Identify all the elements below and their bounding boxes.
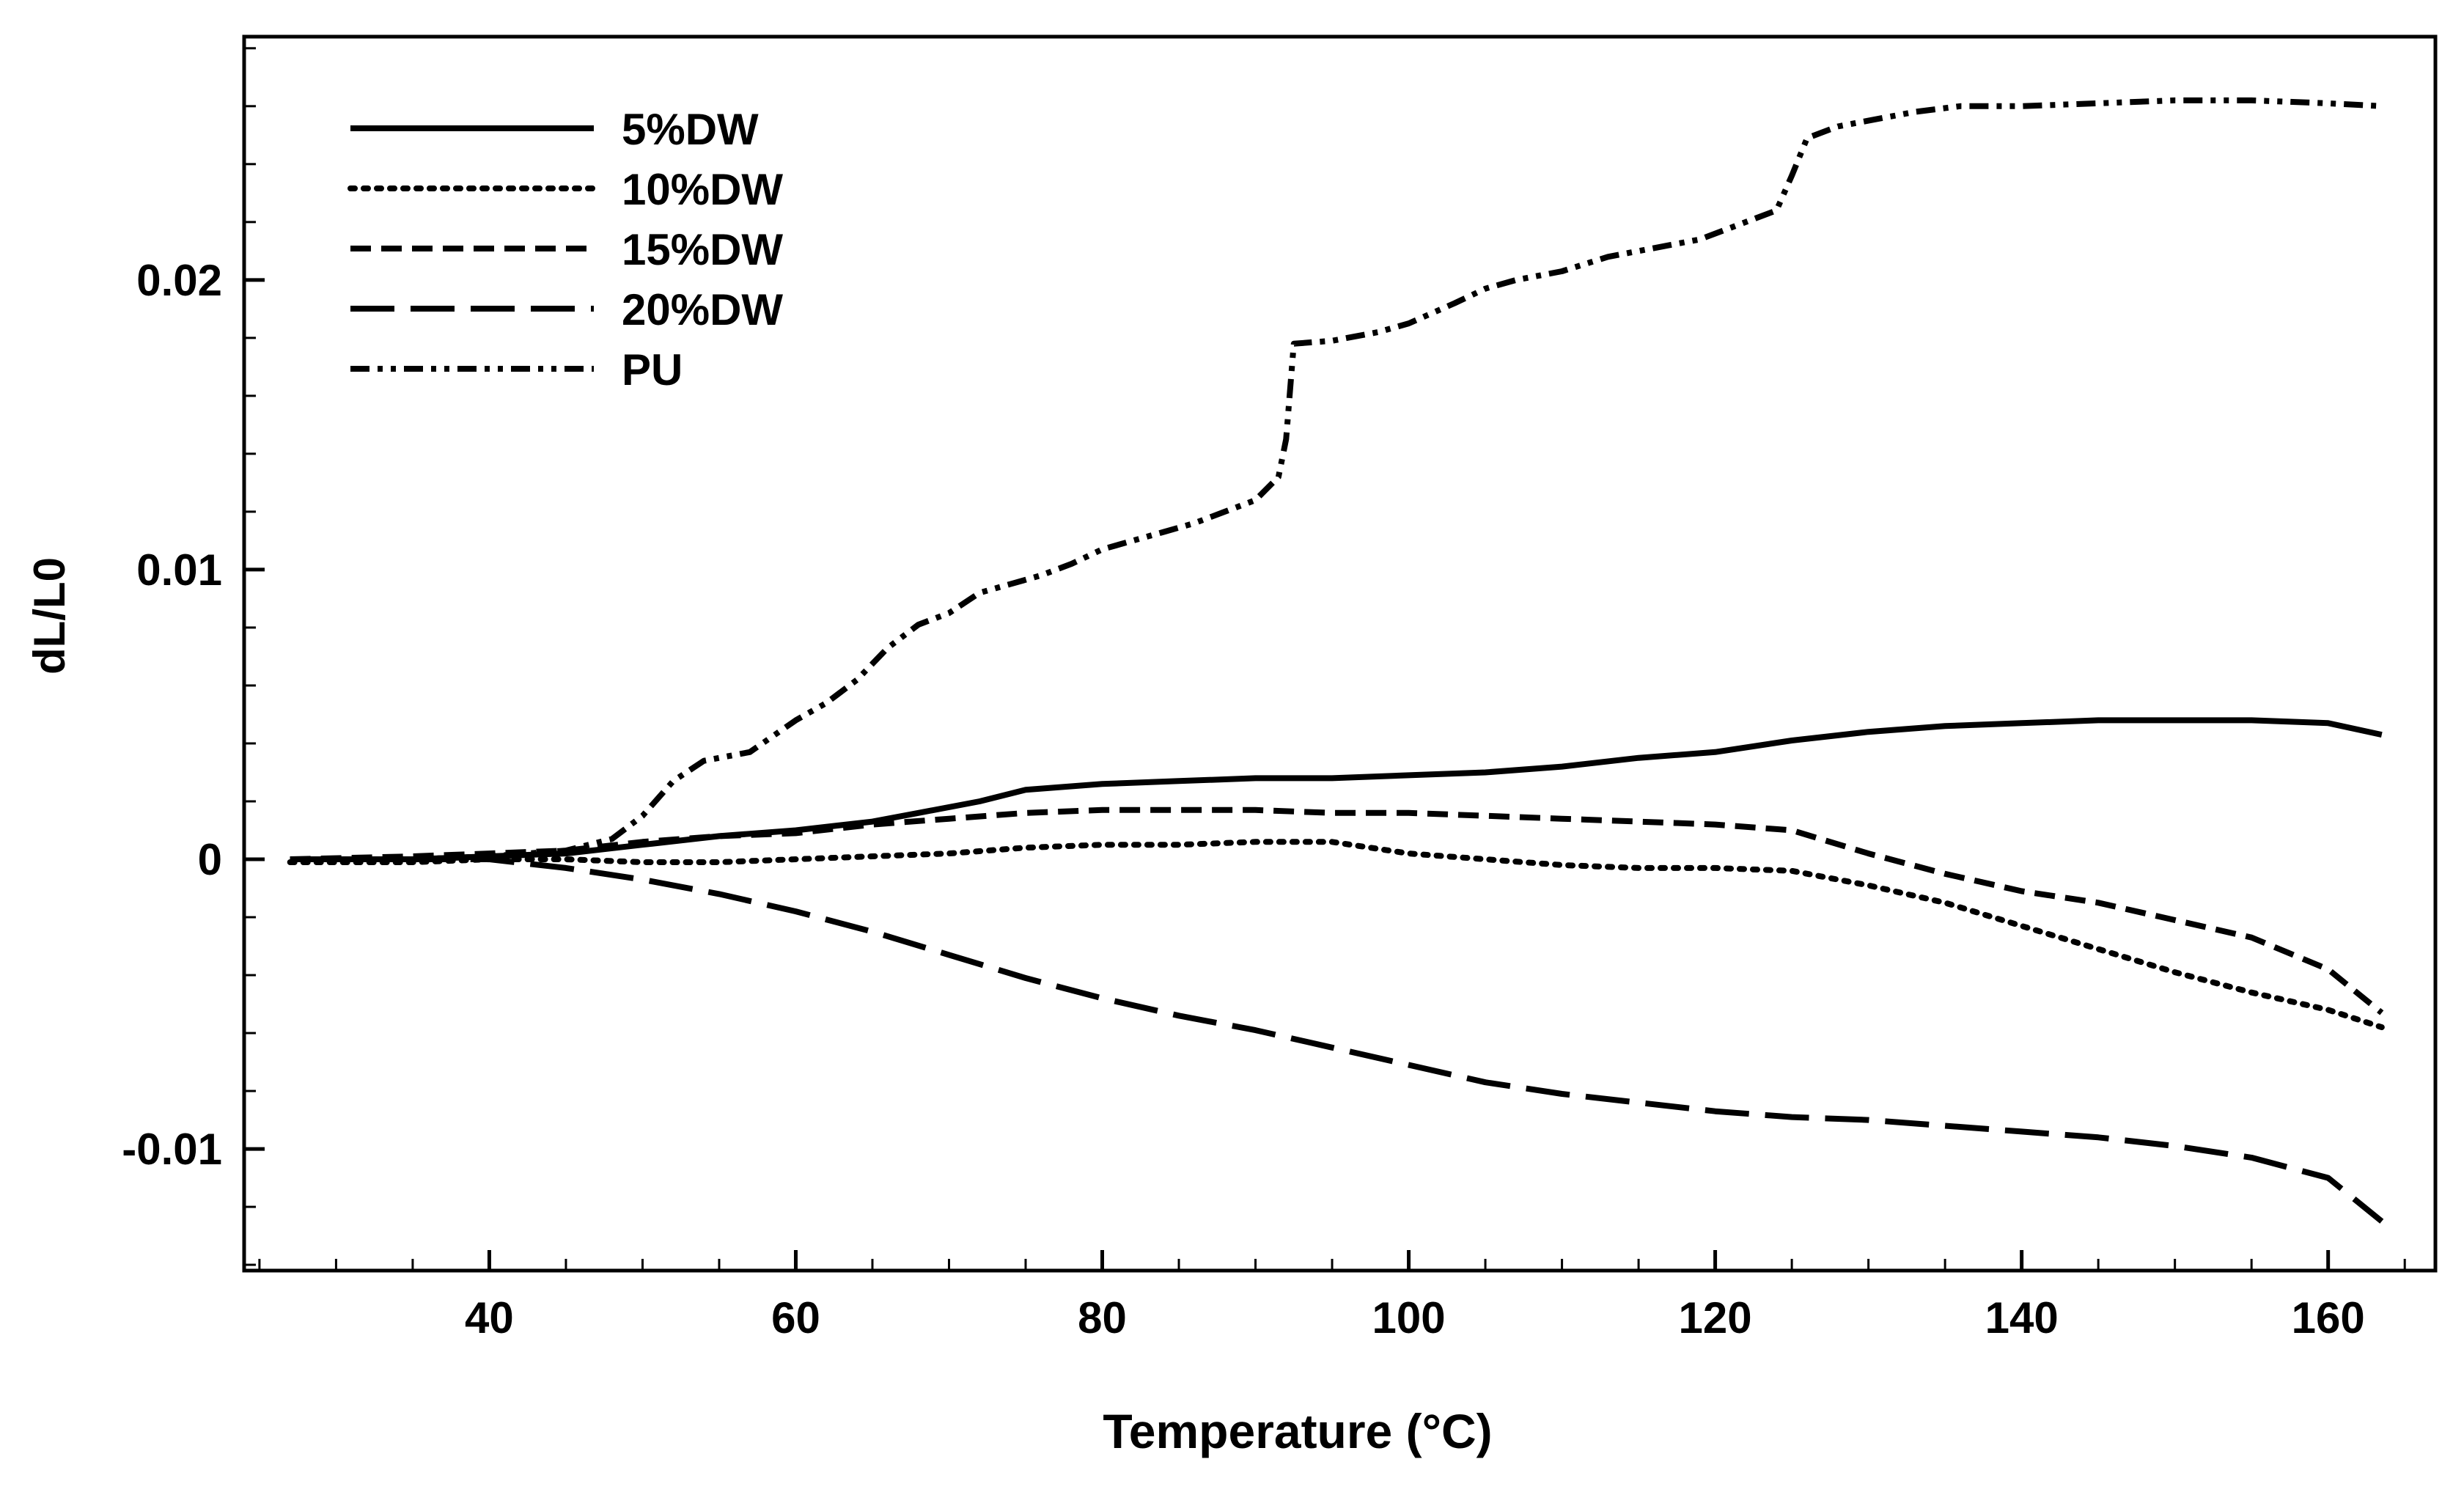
series-line-20-dw xyxy=(290,856,2384,1224)
x-tick-label: 120 xyxy=(1679,1293,1752,1342)
series-line-pu xyxy=(290,97,2383,862)
x-tick-label: 160 xyxy=(2292,1293,2365,1342)
y-tick-label: 0 xyxy=(198,835,222,884)
series-line-10-dw xyxy=(287,839,2385,1031)
legend-label-20-dw: 20%DW xyxy=(622,285,783,334)
legend-label-15-dw: 15%DW xyxy=(622,225,783,274)
x-tick-label: 80 xyxy=(1078,1293,1127,1342)
y-tick-label: -0.01 xyxy=(122,1125,222,1174)
legend-label-pu: PU xyxy=(622,345,683,394)
axes: 40 60 80 100 120 140 160 -0.01 0 0.01 0.02 xyxy=(122,34,2438,1342)
legend-label-5-dw: 5%DW xyxy=(622,105,759,154)
y-axis-label: dL/L0 xyxy=(25,557,74,675)
series-line-5-dw xyxy=(290,717,2383,862)
y-tick-label: 0.01 xyxy=(136,545,222,595)
legend: 5%DW 10%DW 15%DW 20%DW PU xyxy=(347,105,783,394)
series-lines xyxy=(287,97,2385,1224)
legend-label-10-dw: 10%DW xyxy=(622,165,783,214)
series-line-15-dw xyxy=(290,806,2384,1015)
x-tick-label: 140 xyxy=(1985,1293,2059,1342)
x-tick-label: 40 xyxy=(465,1293,514,1342)
x-axis-label: Temperature (°C) xyxy=(1103,1404,1492,1458)
y-tick-label: 0.02 xyxy=(136,256,222,305)
x-tick-label: 60 xyxy=(771,1293,820,1342)
x-tick-label: 100 xyxy=(1372,1293,1446,1342)
plot-frame xyxy=(242,34,2438,1273)
